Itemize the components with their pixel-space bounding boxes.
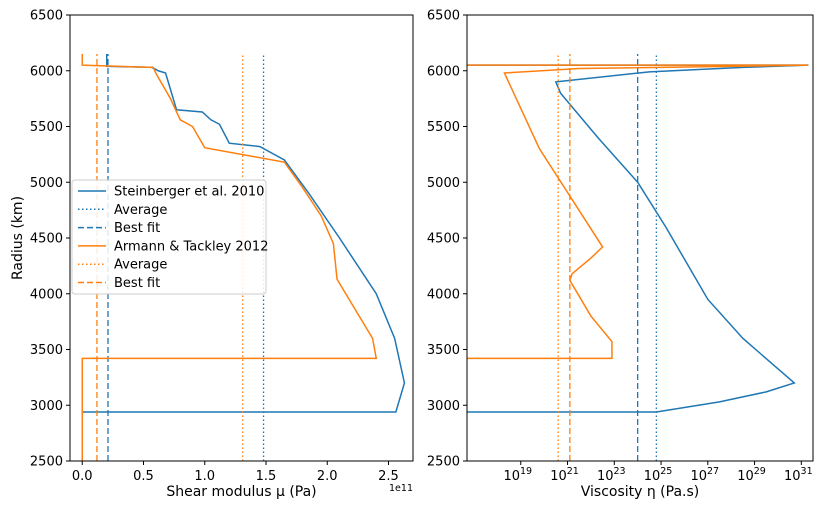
x-offset-label: 1e11 bbox=[389, 483, 413, 494]
viscosity-x-label: Viscosity η (Pa.s) bbox=[581, 484, 700, 500]
legend-entry-label: Average bbox=[114, 203, 167, 218]
y-tick-label: 2500 bbox=[427, 455, 460, 470]
y-tick-label: 5000 bbox=[427, 176, 460, 191]
x-tick-label: 0.5 bbox=[133, 469, 154, 484]
y-tick-label: 6000 bbox=[427, 64, 460, 79]
y-tick-label: 4000 bbox=[30, 287, 63, 302]
x-tick-label: 1019 bbox=[503, 466, 532, 484]
y-tick-label: 2500 bbox=[30, 455, 63, 470]
legend-entry-label: Best fit bbox=[114, 276, 160, 291]
x-tick-label: 1027 bbox=[690, 466, 719, 484]
y-tick-label: 3000 bbox=[30, 399, 63, 414]
x-tick-label: 1.0 bbox=[194, 469, 215, 484]
series-line-1-3 bbox=[467, 64, 809, 360]
y-tick-label: 4000 bbox=[427, 287, 460, 302]
series-line-0-3 bbox=[81, 54, 378, 461]
y-tick-label: 6000 bbox=[30, 64, 63, 79]
radius-y-label: Radius (km) bbox=[10, 196, 26, 280]
shear-modulus-x-label: Shear modulus μ (Pa) bbox=[166, 484, 316, 500]
y-tick-label: 3000 bbox=[427, 399, 460, 414]
series-line-0-0 bbox=[82, 54, 406, 413]
viscosity-axes-frame bbox=[466, 14, 814, 462]
legend-entry-label: Armann & Tackley 2012 bbox=[114, 239, 268, 254]
legend-box bbox=[71, 179, 267, 295]
x-tick-label: 1029 bbox=[737, 466, 766, 484]
x-tick-label: 1023 bbox=[597, 466, 626, 484]
y-tick-label: 3500 bbox=[427, 343, 460, 358]
y-tick-label: 5500 bbox=[30, 120, 63, 135]
y-tick-label: 3500 bbox=[30, 343, 63, 358]
legend-entry-label: Steinberger et al. 2010 bbox=[114, 185, 264, 200]
x-tick-label: 1.5 bbox=[256, 469, 277, 484]
x-tick-label: 1031 bbox=[784, 466, 813, 484]
viscosity-panel: 1019 1021 1023 1025 1027 1029 1031 2500 3000 3500… bbox=[427, 9, 814, 500]
x-tick-label: 1025 bbox=[644, 466, 673, 484]
series-line-1-0 bbox=[467, 64, 809, 413]
y-tick-label: 5000 bbox=[30, 176, 63, 191]
x-tick-label: 1021 bbox=[550, 466, 579, 484]
x-tick-label: 2.5 bbox=[378, 469, 399, 484]
legend: Steinberger et al. 2010 Average Best fit Ar… bbox=[71, 179, 268, 295]
y-tick-label: 6500 bbox=[30, 9, 63, 24]
y-tick-label: 4500 bbox=[427, 232, 460, 247]
y-tick-label: 4500 bbox=[30, 232, 63, 247]
x-tick-label: 0.0 bbox=[72, 469, 93, 484]
shear-modulus-ticks: 0.0 0.5 1.0 1.5 2.0 2.5 2500 3000 3500 4000 4500 50… bbox=[30, 9, 399, 485]
shear-modulus-panel: 0.0 0.5 1.0 1.5 2.0 2.5 2500 3000 3500 4000 4500 50… bbox=[10, 9, 414, 500]
legend-entry-label: Best fit bbox=[114, 221, 160, 236]
x-tick-label: 2.0 bbox=[317, 469, 338, 484]
y-tick-label: 5500 bbox=[427, 120, 460, 135]
legend-entry-label: Average bbox=[114, 258, 167, 273]
y-tick-label: 6500 bbox=[427, 9, 460, 24]
